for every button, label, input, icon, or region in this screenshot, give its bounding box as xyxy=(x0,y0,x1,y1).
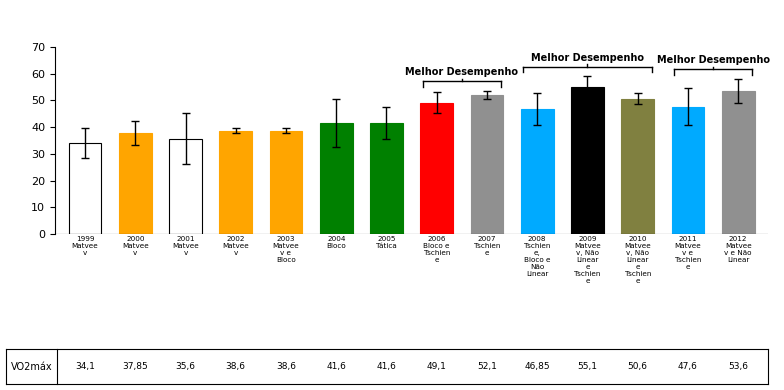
Text: 50,6: 50,6 xyxy=(628,362,648,371)
Text: 1999
Matvee
v: 1999 Matvee v xyxy=(71,236,99,256)
Text: Melhor Desempenho: Melhor Desempenho xyxy=(656,55,770,65)
Bar xyxy=(420,103,453,234)
Bar xyxy=(69,143,101,234)
Text: 2003
Matvee
v e
Bloco: 2003 Matvee v e Bloco xyxy=(273,236,299,263)
Text: 2007
Tschien
e: 2007 Tschien e xyxy=(474,236,500,256)
Text: 2001
Matvee
v: 2001 Matvee v xyxy=(172,236,199,256)
Text: 47,6: 47,6 xyxy=(678,362,698,371)
Text: 2002
Matvee
v: 2002 Matvee v xyxy=(223,236,249,256)
Text: Melhor Desempenho: Melhor Desempenho xyxy=(405,67,518,77)
Text: 2000
Matvee
v: 2000 Matvee v xyxy=(122,236,149,256)
Text: 52,1: 52,1 xyxy=(477,362,497,371)
Bar xyxy=(672,107,704,234)
Text: 2005
Tática: 2005 Tática xyxy=(376,236,397,249)
Text: 2008
Tschien
e,
Bloco e
Não
Linear: 2008 Tschien e, Bloco e Não Linear xyxy=(524,236,550,277)
Text: 49,1: 49,1 xyxy=(426,362,447,371)
Text: 53,6: 53,6 xyxy=(728,362,748,371)
Text: VO2máx: VO2máx xyxy=(11,362,53,372)
Bar xyxy=(722,90,754,234)
Bar xyxy=(470,95,503,234)
Text: 2010
Matvee
v, Não
Linear
e
Tschien
e: 2010 Matvee v, Não Linear e Tschien e xyxy=(624,236,651,284)
Text: 46,85: 46,85 xyxy=(524,362,550,371)
Bar xyxy=(169,139,201,234)
Bar xyxy=(320,123,353,234)
Bar xyxy=(571,87,604,234)
Text: 37,85: 37,85 xyxy=(122,362,148,371)
Text: 2011
Matvee
v e
Tschien
e: 2011 Matvee v e Tschien e xyxy=(674,236,702,270)
Text: 55,1: 55,1 xyxy=(578,362,597,371)
Bar xyxy=(270,131,303,234)
Text: 41,6: 41,6 xyxy=(376,362,397,371)
Text: 35,6: 35,6 xyxy=(176,362,195,371)
Text: 38,6: 38,6 xyxy=(276,362,296,371)
Bar xyxy=(370,123,403,234)
Bar xyxy=(521,109,554,234)
Bar xyxy=(622,99,654,234)
Text: 2006
Bloco e
Tschien
e: 2006 Bloco e Tschien e xyxy=(423,236,450,263)
Bar xyxy=(119,133,151,234)
Bar xyxy=(220,131,252,234)
Text: 2009
Matvee
v, Não
Linear
e
Tschien
e: 2009 Matvee v, Não Linear e Tschien e xyxy=(574,236,601,284)
Text: Melhor Desempenho: Melhor Desempenho xyxy=(531,53,644,62)
Text: 34,1: 34,1 xyxy=(75,362,95,371)
Text: 2012
Matvee
v e Não
Linear: 2012 Matvee v e Não Linear xyxy=(724,236,752,263)
Text: 2004
Bloco: 2004 Bloco xyxy=(326,236,346,249)
Text: 41,6: 41,6 xyxy=(326,362,347,371)
Text: 38,6: 38,6 xyxy=(226,362,245,371)
